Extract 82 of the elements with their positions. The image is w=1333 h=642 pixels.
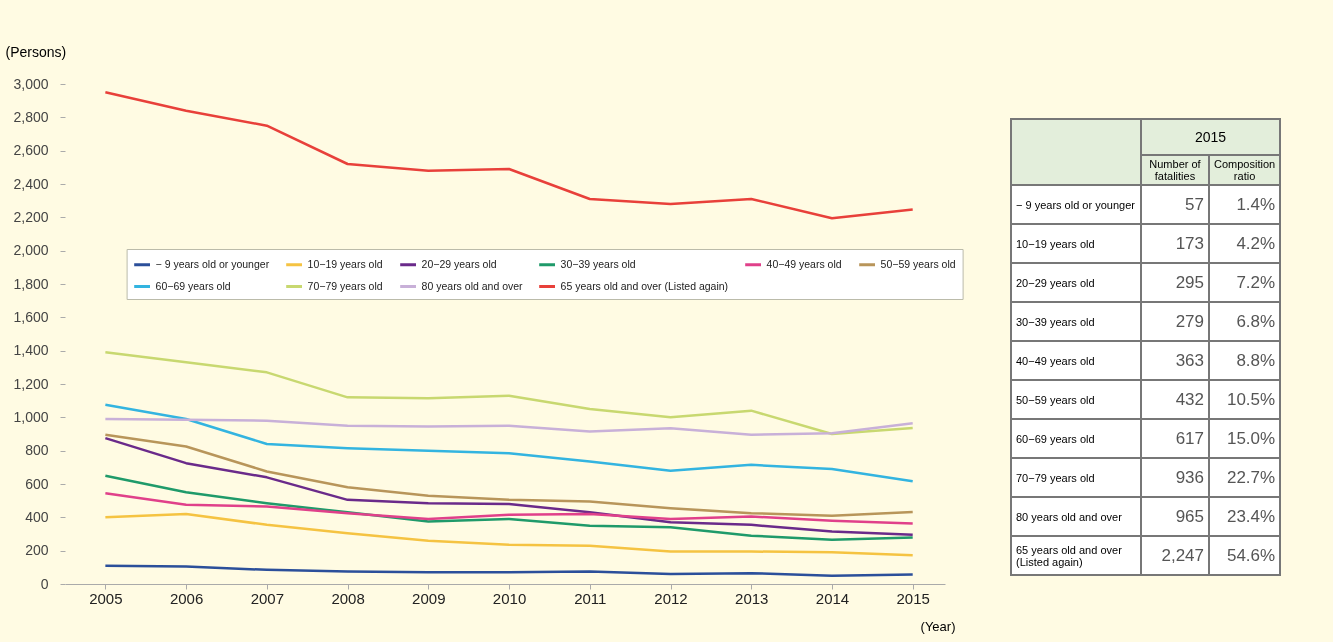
- data-label: 2,247: [1141, 536, 1209, 575]
- line-series: [104, 491, 914, 525]
- data-label: 295: [1141, 263, 1209, 302]
- y-tick-label: 2,600: [13, 142, 49, 159]
- x-axis-title: (Year): [920, 618, 956, 634]
- line-series: [104, 91, 914, 220]
- y-tick-label: 1,600: [13, 308, 49, 325]
- line-series: [104, 433, 914, 517]
- line-series: [104, 417, 914, 437]
- x-tick-label: 2012: [654, 589, 688, 607]
- text: Composition ratio: [1209, 155, 1281, 185]
- y-tick-label: 2,400: [13, 175, 49, 192]
- y-tick-label: 1,000: [13, 408, 49, 425]
- legend-label: 70−79 years old: [307, 279, 383, 292]
- x-tick-label: 2011: [574, 589, 607, 607]
- data-label: 279: [1141, 302, 1209, 341]
- y-tick-label: 1,400: [13, 342, 49, 359]
- y-tick-label: 1,800: [13, 275, 49, 292]
- data-label: 23.4%: [1209, 497, 1281, 536]
- legend-label: 60−69 years old: [155, 279, 231, 292]
- legend-label: 80 years old and over: [421, 279, 524, 292]
- category-label: 50−59 years old: [1011, 380, 1141, 419]
- x-tick-label: 2013: [735, 589, 769, 607]
- data-label: 57: [1141, 185, 1209, 224]
- data-label: 6.8%: [1209, 302, 1281, 341]
- category-label: 80 years old and over: [1011, 497, 1141, 536]
- legend-label: 65 years old and over (Listed again): [560, 279, 729, 292]
- line-series: [104, 512, 914, 557]
- category-label: 65 years old and over (Listed again): [1011, 536, 1141, 575]
- y-tick-label: 3,000: [13, 75, 49, 92]
- y-tick-label: 600: [25, 475, 49, 492]
- x-tick-label: 2007: [250, 589, 285, 607]
- line-series: [104, 474, 914, 542]
- legend-label: 40−49 years old: [766, 257, 842, 270]
- data-label: 7.2%: [1209, 263, 1281, 302]
- legend-label: − 9 years old or younger: [155, 257, 270, 270]
- series-label: Number of fatalities: [1141, 155, 1209, 185]
- data-label: 965: [1141, 497, 1209, 536]
- category-label: − 9 years old or younger: [1011, 185, 1141, 224]
- y-tick-label: 2,800: [13, 108, 49, 125]
- y-tick-label: 0: [40, 575, 49, 592]
- data-label: 8.8%: [1209, 341, 1281, 380]
- data-label: 432: [1141, 380, 1209, 419]
- category-label: 10−19 years old: [1011, 224, 1141, 263]
- y-tick-label: 800: [25, 442, 49, 459]
- legend-label: 20−29 years old: [421, 257, 497, 270]
- legend-label: 50−59 years old: [880, 257, 956, 270]
- x-tick-label: 2006: [169, 589, 204, 607]
- category-label: 20−29 years old: [1011, 263, 1141, 302]
- category-label: 40−49 years old: [1011, 341, 1141, 380]
- data-label: 1.4%: [1209, 185, 1281, 224]
- category-label: 60−69 years old: [1011, 419, 1141, 458]
- data-label: 15.0%: [1209, 419, 1281, 458]
- x-tick-label: 2014: [815, 589, 850, 607]
- data-label: 363: [1141, 341, 1209, 380]
- y-tick-label: 400: [25, 508, 49, 525]
- line-series: [104, 351, 914, 436]
- category-label: 30−39 years old: [1011, 302, 1141, 341]
- data-label: 22.7%: [1209, 458, 1281, 497]
- legend-label: 30−39 years old: [560, 257, 636, 270]
- line-series: [104, 436, 914, 537]
- y-tick-label: 200: [25, 542, 49, 559]
- y-tick-label: 1,200: [13, 375, 49, 392]
- line-series: [104, 403, 914, 483]
- x-tick-label: 2009: [412, 589, 446, 607]
- data-label: 4.2%: [1209, 224, 1281, 263]
- data-label: 10.5%: [1209, 380, 1281, 419]
- x-tick-label: 2015: [896, 589, 930, 607]
- y-tick-label: 2,200: [13, 208, 49, 225]
- y-tick-label: 2,000: [13, 242, 49, 259]
- x-tick-label: 2008: [331, 589, 365, 607]
- data-label: 173: [1141, 224, 1209, 263]
- data-label: 54.6%: [1209, 536, 1281, 575]
- line-series: [104, 564, 914, 577]
- y-axis-title: (Persons): [5, 43, 67, 60]
- category-label: 70−79 years old: [1011, 458, 1141, 497]
- x-tick-label: 2005: [89, 589, 123, 607]
- x-tick-label: 2010: [492, 589, 527, 607]
- legend-label: 10−19 years old: [307, 257, 383, 270]
- text: 2015: [1141, 119, 1281, 155]
- data-label: 617: [1141, 419, 1209, 458]
- data-label: 936: [1141, 458, 1209, 497]
